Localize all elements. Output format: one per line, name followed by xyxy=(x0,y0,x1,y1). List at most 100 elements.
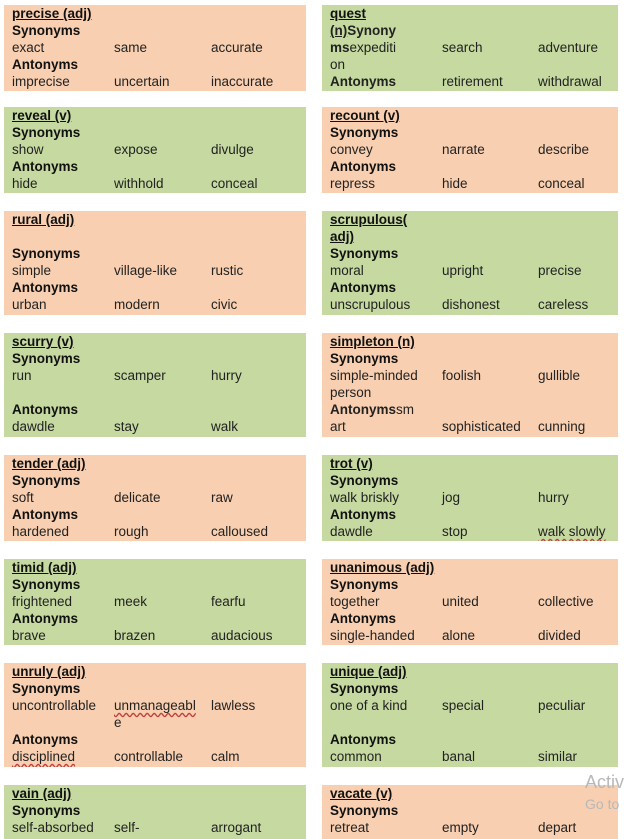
antonym-2: rough xyxy=(114,524,149,539)
synonyms-label: Synonyms xyxy=(12,473,81,488)
antonyms-label: Antonyms xyxy=(330,159,397,174)
synonyms-label: Synonyms xyxy=(330,473,399,488)
antonym-1: brave xyxy=(12,628,46,643)
word-title: unanimous (adj) xyxy=(330,560,435,575)
synonym-3: hurry xyxy=(538,490,569,505)
synonym-3: hurry xyxy=(211,368,242,383)
antonym-1: single-handed xyxy=(330,628,415,643)
synonyms-row: run scamper hurry xyxy=(12,367,298,384)
synonyms-row: walk briskly jog hurry xyxy=(330,489,610,506)
synonym-2: foolish xyxy=(442,368,482,383)
card-trot: trot (v) Synonyms walk briskly jog hurry… xyxy=(322,455,618,541)
antonyms-row: brave brazen audacious xyxy=(12,627,298,644)
synonym-3: precise xyxy=(538,263,582,278)
antonym-3: audacious xyxy=(211,628,273,643)
antonyms-label: Antonyms xyxy=(12,57,79,72)
synonym-1: together xyxy=(330,594,380,609)
word-title: trot (v) xyxy=(330,456,373,471)
antonym-1: hardened xyxy=(12,524,70,539)
synonym-1: walk briskly xyxy=(330,490,400,505)
antonym-1: imprecise xyxy=(12,74,70,89)
antonyms-row: dawdle stop walk slowly xyxy=(330,523,610,540)
synonym-3: fearfu xyxy=(211,594,246,609)
synonyms-row: self-absorbed self- arrogant xyxy=(12,819,298,836)
antonym-2: uncertain xyxy=(114,74,170,89)
word-title: quest xyxy=(330,6,367,21)
antonyms-row: single-handed alone divided xyxy=(330,627,610,644)
synonym-2: meek xyxy=(114,594,148,609)
antonym-1: urban xyxy=(12,297,47,312)
card-reveal: reveal (v) Synonyms show expose divulge … xyxy=(4,107,306,193)
word-title: rural (adj) xyxy=(12,212,75,227)
card-vacate: vacate (v) Synonyms retreat empty depart xyxy=(322,785,618,839)
synonyms-label: Synonyms xyxy=(12,681,81,696)
card-timid: timid (adj) Synonyms frightened meek fea… xyxy=(4,559,306,645)
quest-line-2: (n)Synony xyxy=(330,22,610,39)
synonyms-label: Synonyms xyxy=(330,125,399,140)
synonyms-row-cont: on xyxy=(330,56,610,73)
synonym-2: scamper xyxy=(114,368,166,383)
word-title-cont: (n) xyxy=(330,23,348,38)
antonyms-label: Antonyms xyxy=(12,402,79,417)
synonym-2: self- xyxy=(114,820,140,835)
synonyms-row: uncontrollable unmanageabl lawless xyxy=(12,697,298,714)
synonym-2: search xyxy=(442,40,483,55)
card-recount: recount (v) Synonyms convey narrate desc… xyxy=(322,107,618,193)
antonym-2: controllable xyxy=(114,749,184,764)
antonyms-label: Antonyms xyxy=(330,507,397,522)
synonym-2: united xyxy=(442,594,479,609)
antonym-3: calm xyxy=(211,749,240,764)
word-title: scrupulous( xyxy=(330,212,408,227)
synonym-1: expediti xyxy=(349,40,397,55)
synonym-3: lawless xyxy=(211,698,256,713)
antonym-1: unscrupulous xyxy=(330,297,411,312)
antonyms-label: Antonyms xyxy=(330,280,397,295)
synonym-2: delicate xyxy=(114,490,161,505)
antonym-3: cunning xyxy=(538,419,586,434)
card-scurry: scurry (v) Synonyms run scamper hurry An… xyxy=(4,333,306,437)
synonym-3: collective xyxy=(538,594,594,609)
synonym-2: same xyxy=(114,40,148,55)
antonyms-row: urban modern civic xyxy=(12,296,298,313)
antonym-2: banal xyxy=(442,749,476,764)
spacer xyxy=(12,228,298,245)
synonyms-label: Synonyms xyxy=(330,681,399,696)
card-vain: vain (adj) Synonyms self-absorbed self- … xyxy=(4,785,306,839)
card-tender: tender (adj) Synonyms soft delicate raw … xyxy=(4,455,306,541)
antonym-2: alone xyxy=(442,628,476,643)
card-simpleton: simpleton (n) Synonyms simple-minded foo… xyxy=(322,333,618,437)
synonym-1: uncontrollable xyxy=(12,698,97,713)
antonym-1: dawdle xyxy=(330,524,373,539)
antonym-1: dawdle xyxy=(12,419,55,434)
antonym-3: conceal xyxy=(538,176,585,191)
synonyms-label: Synonyms xyxy=(12,803,81,818)
card-unruly: unruly (adj) Synonyms uncontrollable unm… xyxy=(4,663,306,767)
synonyms-row: convey narrate describe xyxy=(330,141,610,158)
synonyms-row-cont: person xyxy=(330,384,610,401)
antonyms-row: imprecise uncertain inaccurate xyxy=(12,73,298,90)
antonym-1: hide xyxy=(12,176,38,191)
synonym-1: convey xyxy=(330,142,373,157)
antonym-3: walk xyxy=(211,419,239,434)
synonym-1: simple xyxy=(12,263,52,278)
synonym-1: show xyxy=(12,142,44,157)
synonym-2: unmanageabl xyxy=(114,698,196,713)
synonym-1-cont: on xyxy=(330,57,346,72)
synonyms-row: one of a kind special peculiar xyxy=(330,697,610,714)
synonyms-row: retreat empty depart xyxy=(330,819,610,836)
antonyms-row: Antonyms retirement withdrawal xyxy=(330,73,610,90)
antonyms-row: repress hide conceal xyxy=(330,175,610,192)
antonyms-label: Antonyms xyxy=(330,74,397,89)
antonyms-label: Antonyms xyxy=(330,611,397,626)
synonym-1: one of a kind xyxy=(330,698,408,713)
synonym-3: arrogant xyxy=(211,820,262,835)
card-quest: quest (n)Synony msexpediti search advent… xyxy=(322,5,618,91)
antonym-3: conceal xyxy=(211,176,258,191)
word-title: recount (v) xyxy=(330,108,400,123)
antonym-3: similar xyxy=(538,749,577,764)
synonym-3: peculiar xyxy=(538,698,586,713)
word-title: timid (adj) xyxy=(12,560,77,575)
synonyms-label: Synonyms xyxy=(330,351,399,366)
card-unanimous: unanimous (adj) Synonyms together united… xyxy=(322,559,618,645)
antonyms-row: common banal similar xyxy=(330,748,610,765)
